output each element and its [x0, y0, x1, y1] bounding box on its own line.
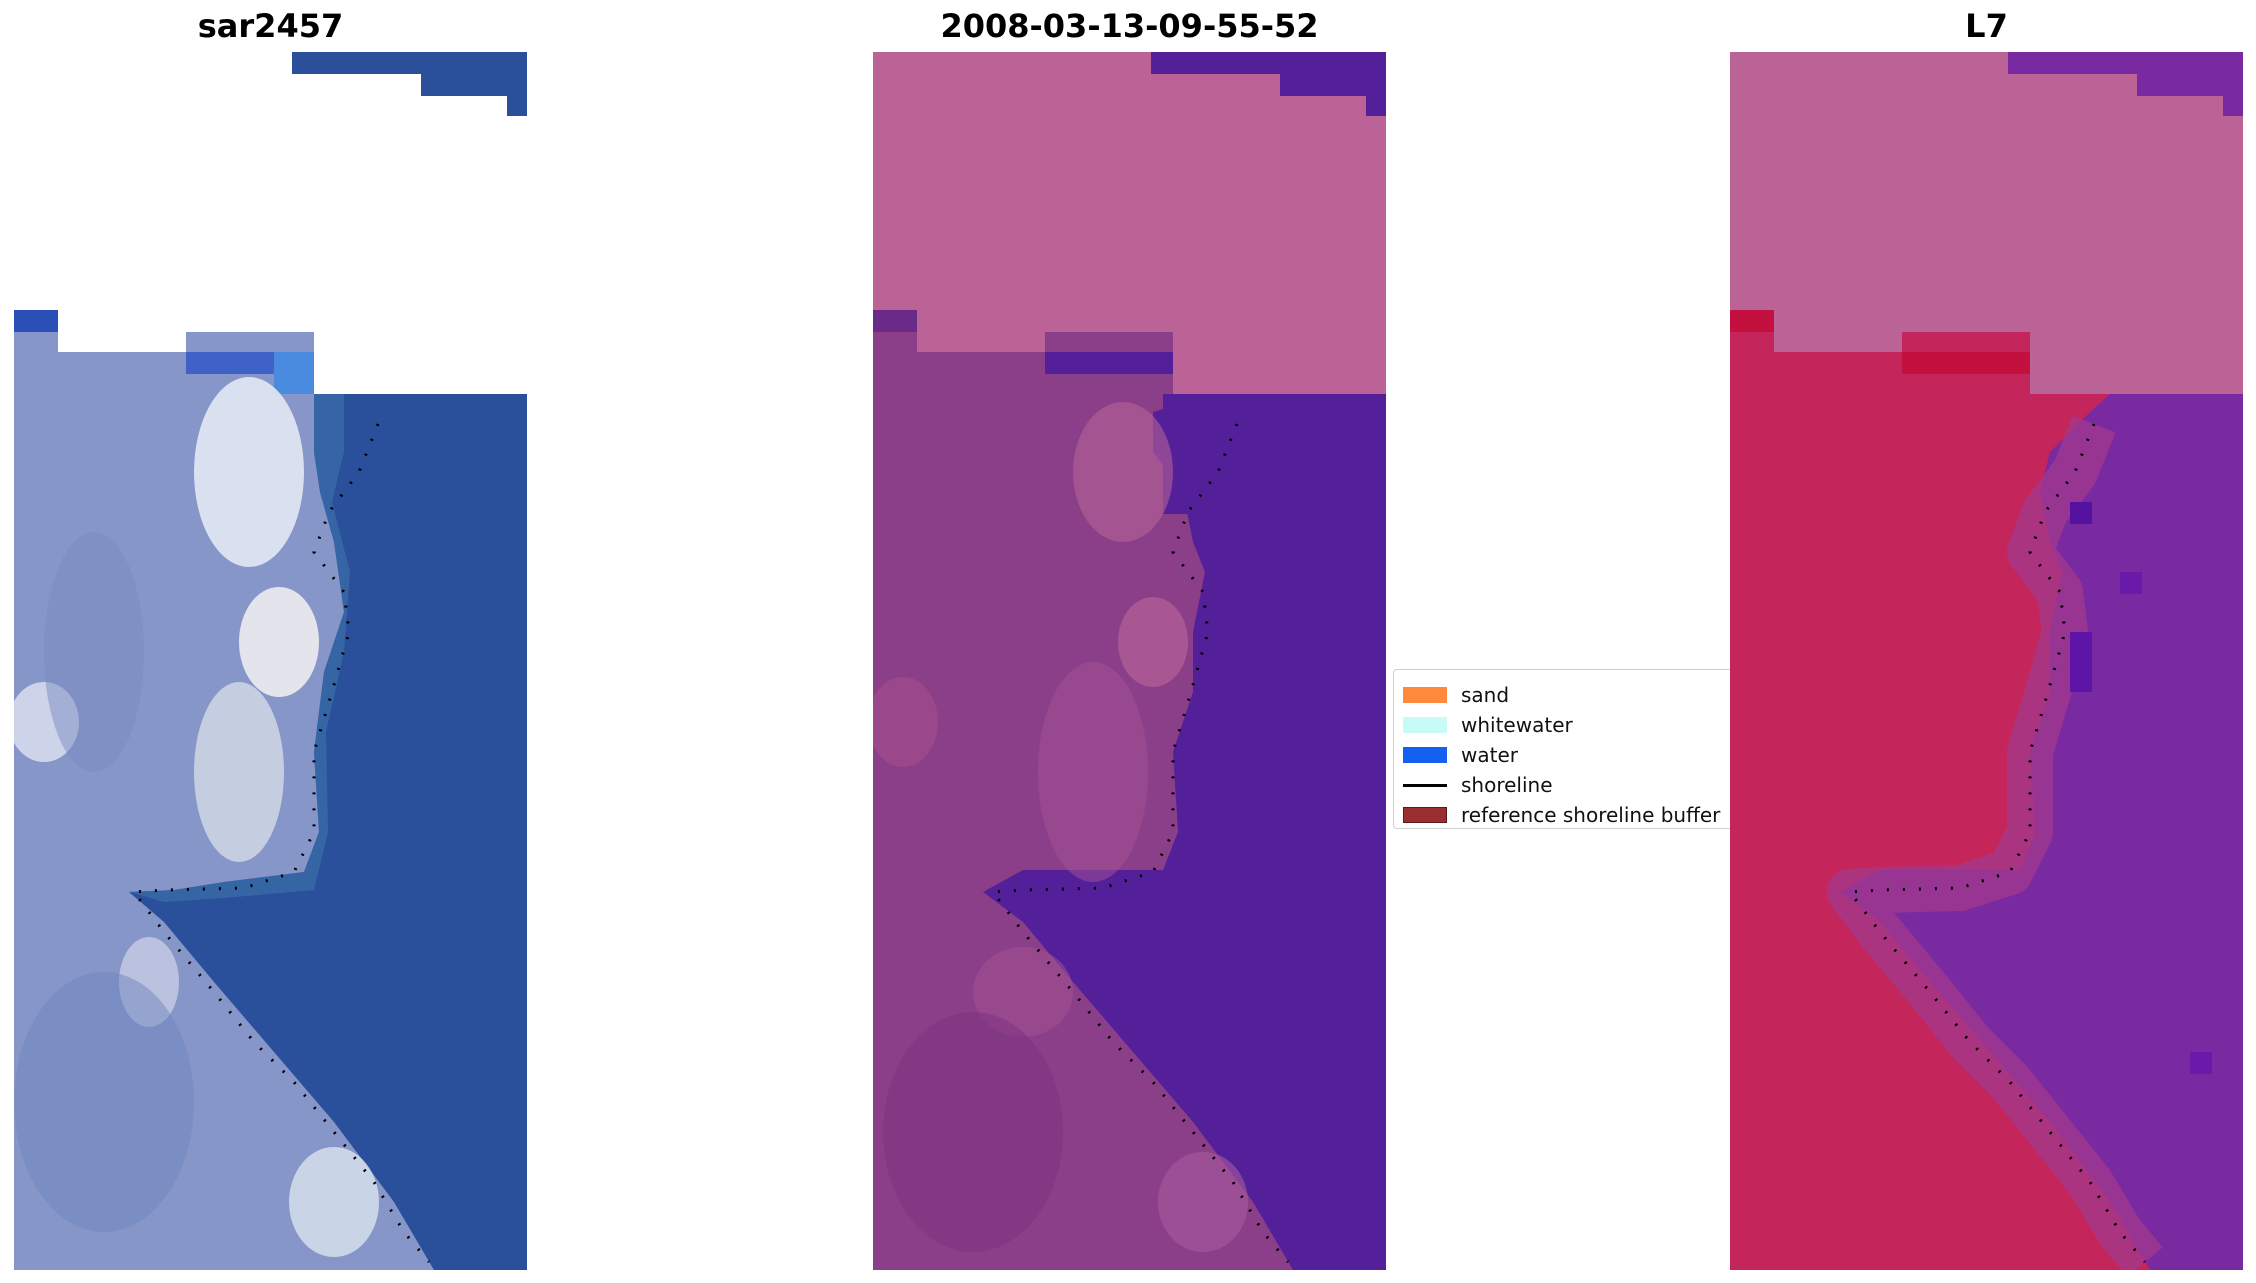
rgb-image-panel: [14, 52, 527, 1270]
water-swatch: [1403, 747, 1447, 763]
panel-title-l7: L7: [1965, 7, 2008, 45]
whitewater-swatch: [1403, 717, 1447, 733]
shoreline-l7: [1847, 423, 2147, 1263]
reference-buffer-swatch: [1403, 807, 1447, 823]
legend-item-reference-buffer: reference shoreline buffer: [1403, 800, 1742, 830]
shoreline-swatch: [1403, 783, 1447, 787]
legend: sand whitewater water shoreline referenc…: [1393, 669, 1743, 829]
shoreline-false-color: [990, 423, 1290, 1263]
false-color-image-panel: [873, 52, 1386, 1270]
panel-title-date: 2008-03-13-09-55-52: [940, 7, 1319, 45]
l7-image-panel: [1730, 52, 2243, 1270]
legend-item-water: water: [1403, 740, 1742, 770]
legend-item-shoreline: shoreline: [1403, 770, 1742, 800]
l7-image: [1730, 52, 2243, 1270]
sand-swatch: [1403, 687, 1447, 703]
shoreline-rgb: [131, 423, 431, 1263]
panel-title-rgb: sar2457: [197, 7, 344, 45]
false-color-image: [873, 52, 1386, 1270]
legend-item-whitewater: whitewater: [1403, 710, 1742, 740]
rgb-image: [14, 52, 527, 1270]
legend-item-sand: sand: [1403, 680, 1742, 710]
